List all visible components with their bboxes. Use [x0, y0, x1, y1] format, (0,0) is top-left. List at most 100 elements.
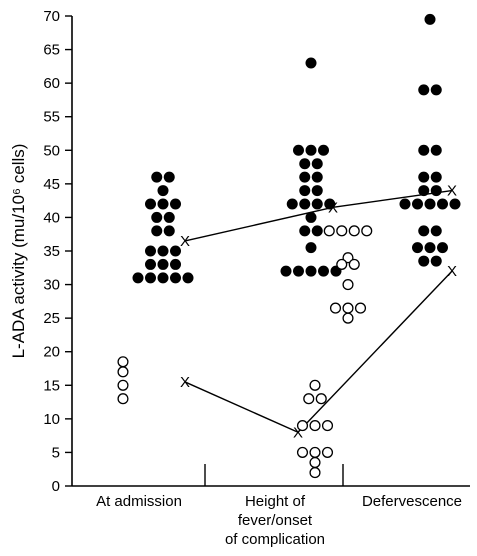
data-point-filled — [145, 245, 156, 257]
y-tick-label: 25 — [43, 310, 60, 327]
y-tick-label: 20 — [43, 344, 60, 361]
data-point-filled — [293, 265, 304, 277]
data-point-filled — [418, 185, 430, 197]
data-point-filled — [324, 198, 336, 210]
data-point-open — [342, 302, 354, 314]
x-category-label: Defervescence — [362, 493, 462, 510]
data-point-open — [303, 393, 315, 405]
data-point-filled — [424, 13, 436, 25]
data-point-open — [117, 366, 129, 378]
data-point-filled — [163, 225, 175, 237]
data-point-open — [336, 258, 348, 270]
data-point-filled — [293, 144, 304, 156]
data-point-open — [117, 379, 129, 391]
data-point-filled — [163, 171, 175, 183]
data-point-filled — [157, 198, 169, 210]
x-category-label: At admission — [96, 493, 182, 510]
data-point-open — [309, 446, 321, 458]
data-point-open — [336, 225, 348, 237]
data-point-open — [321, 446, 334, 458]
data-point-filled — [145, 272, 156, 284]
data-point-filled — [430, 255, 442, 267]
data-point-filled — [163, 211, 175, 223]
data-point-filled — [280, 265, 292, 277]
data-point-open — [117, 393, 129, 405]
data-point-filled — [430, 144, 442, 156]
data-point-filled — [132, 272, 144, 284]
data-point-filled — [182, 272, 194, 284]
data-point-open — [361, 225, 373, 237]
data-point-open — [354, 302, 367, 314]
data-point-open — [323, 225, 335, 237]
data-point-open — [309, 379, 321, 391]
data-point-filled — [318, 144, 329, 156]
y-tick-label: 40 — [43, 209, 60, 226]
y-tick-label: 55 — [43, 109, 60, 126]
data-point-filled — [418, 225, 430, 237]
y-tick-label: 15 — [43, 377, 60, 394]
y-tick-label: 50 — [43, 142, 60, 159]
data-point-filled — [299, 198, 311, 210]
mean-marker: X — [180, 374, 190, 391]
y-tick-label: 0 — [52, 478, 60, 495]
data-point-filled — [305, 144, 317, 156]
mean-line-segment — [184, 381, 299, 433]
data-point-filled — [157, 185, 169, 197]
y-tick-label: 65 — [43, 42, 60, 59]
y-tick-label: 45 — [43, 176, 60, 193]
data-point-open — [315, 393, 327, 405]
y-tick-label: 10 — [43, 411, 60, 428]
data-point-filled — [305, 242, 317, 254]
data-point-filled — [418, 171, 430, 183]
data-point-filled — [145, 258, 156, 270]
x-category-label: Height of fever/onset of complication — [225, 493, 325, 548]
data-point-filled — [430, 171, 442, 183]
data-point-filled — [299, 171, 311, 183]
data-point-filled — [157, 245, 169, 257]
data-point-filled — [305, 57, 317, 69]
data-point-open — [321, 420, 334, 432]
data-point-open — [309, 467, 321, 479]
data-point-filled — [430, 185, 442, 197]
data-point-filled — [151, 211, 163, 223]
data-point-filled — [170, 245, 181, 257]
data-point-filled — [305, 265, 317, 277]
mean-line-segment — [297, 270, 453, 433]
data-point-filled — [424, 198, 436, 210]
data-point-filled — [299, 158, 311, 170]
data-point-filled — [151, 171, 163, 183]
data-point-filled — [418, 84, 430, 96]
data-point-open — [348, 258, 360, 270]
data-point-filled — [318, 265, 329, 277]
data-point-filled — [412, 198, 423, 210]
data-point-filled — [418, 144, 430, 156]
data-point-filled — [311, 225, 323, 237]
data-point-open — [342, 252, 354, 264]
data-point-filled — [157, 272, 169, 284]
data-point-filled — [170, 198, 181, 210]
data-point-open — [309, 456, 321, 469]
data-point-filled — [170, 258, 181, 270]
data-point-open — [296, 420, 309, 432]
y-tick-label: 5 — [52, 444, 60, 461]
mean-marker: X — [447, 183, 457, 200]
data-point-open — [117, 356, 129, 368]
data-point-filled — [286, 198, 298, 210]
data-point-filled — [311, 185, 323, 197]
data-point-filled — [299, 185, 311, 197]
data-point-filled — [170, 272, 181, 284]
data-point-filled — [399, 198, 411, 210]
y-tick-label: 60 — [43, 75, 60, 92]
data-point-open — [296, 446, 309, 458]
data-point-filled — [157, 258, 169, 270]
y-tick-label: 30 — [43, 277, 60, 294]
mean-marker: X — [293, 424, 303, 441]
data-point-filled — [430, 84, 442, 96]
data-point-filled — [430, 225, 442, 237]
data-point-filled — [449, 198, 461, 210]
data-point-filled — [418, 255, 430, 267]
data-point-filled — [437, 198, 448, 210]
data-point-filled — [311, 158, 323, 170]
data-point-open — [309, 420, 321, 432]
